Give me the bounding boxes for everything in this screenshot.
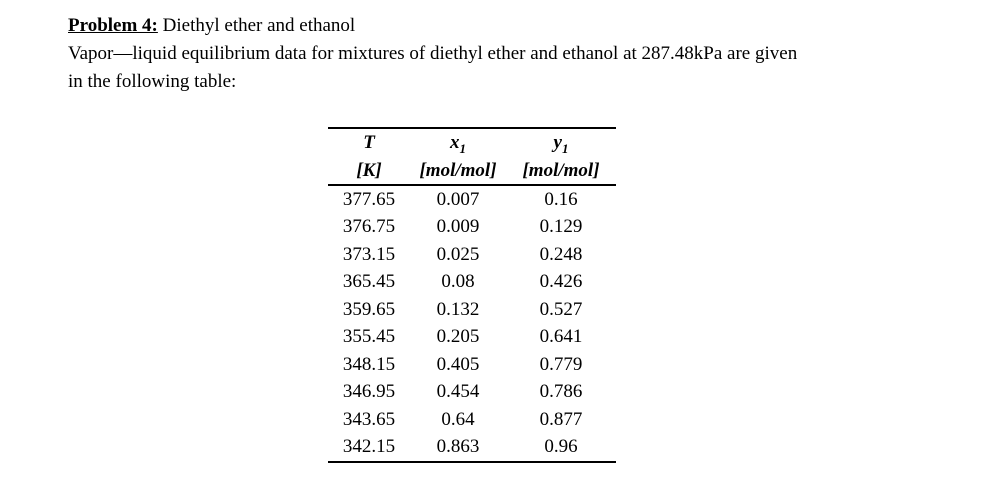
cell-y1: 0.129 xyxy=(539,216,583,238)
col-unit-x1: [mol/mol] xyxy=(410,157,506,186)
cell-x1: 0.205 xyxy=(436,326,480,348)
cell-y1: 0.641 xyxy=(539,326,583,348)
problem-heading-label: Problem 4: xyxy=(68,15,158,36)
cell-x1: 0.009 xyxy=(436,216,480,238)
problem-heading: Problem 4: Diethyl ether and ethanol xyxy=(68,12,928,40)
cell-T: 376.75 xyxy=(342,216,396,238)
cell-y1: 0.248 xyxy=(539,243,583,265)
intro-line-1: Vapor—liquid equilibrium data for mixtur… xyxy=(68,43,798,64)
table-row: 346.95 0.454 0.786 xyxy=(328,379,616,407)
header-symbol-row: T x1 y1 xyxy=(328,128,616,157)
cell-x1: 0.64 xyxy=(441,408,475,430)
table-row: 342.15 0.863 0.96 xyxy=(328,434,616,463)
cell-T: 359.65 xyxy=(342,298,396,320)
cell-x1: 0.405 xyxy=(436,353,480,375)
cell-x1: 0.454 xyxy=(436,381,480,403)
cell-y1: 0.527 xyxy=(539,298,583,320)
cell-T: 355.45 xyxy=(342,326,396,348)
cell-x1: 0.132 xyxy=(436,298,480,320)
cell-y1: 0.426 xyxy=(539,271,583,293)
problem-heading-title: Diethyl ether and ethanol xyxy=(162,15,356,36)
col-symbol-y: y xyxy=(553,132,562,153)
cell-T: 343.65 xyxy=(342,408,396,430)
cell-y1: 0.96 xyxy=(544,436,578,458)
cell-T: 348.15 xyxy=(342,353,396,375)
problem-text-block: Problem 4: Diethyl ether and ethanol Vap… xyxy=(68,12,928,96)
table-row: 376.75 0.009 0.129 xyxy=(328,214,616,242)
table-body: 377.65 0.007 0.16 376.75 0.009 0.129 373… xyxy=(328,185,616,462)
cell-T: 342.15 xyxy=(342,436,396,458)
cell-x1: 0.08 xyxy=(441,271,475,293)
col-sub-y: 1 xyxy=(561,140,569,156)
col-header-x1: x1 xyxy=(410,128,506,157)
table-row: 343.65 0.64 0.877 xyxy=(328,406,616,434)
table-row: 377.65 0.007 0.16 xyxy=(328,185,616,214)
cell-y1: 0.877 xyxy=(539,408,583,430)
col-symbol-T: T xyxy=(363,132,375,153)
cell-x1: 0.863 xyxy=(436,436,480,458)
col-unit-T: [K] xyxy=(328,157,410,186)
cell-x1: 0.007 xyxy=(436,188,480,210)
intro-line-2: in the following table: xyxy=(68,71,237,92)
col-header-T: T xyxy=(328,128,410,157)
table-row: 355.45 0.205 0.641 xyxy=(328,324,616,352)
table-row: 359.65 0.132 0.527 xyxy=(328,296,616,324)
table-row: 348.15 0.405 0.779 xyxy=(328,351,616,379)
cell-y1: 0.779 xyxy=(539,353,583,375)
col-sub-x: 1 xyxy=(459,140,467,156)
cell-T: 377.65 xyxy=(342,188,396,210)
col-unit-y1: [mol/mol] xyxy=(506,157,616,186)
header-unit-row: [K] [mol/mol] [mol/mol] xyxy=(328,157,616,186)
table-row: 373.15 0.025 0.248 xyxy=(328,241,616,269)
vle-data-table: T x1 y1 [K] [mol/mol] [mol/mol] 377.65 0… xyxy=(328,127,616,463)
col-symbol-x: x xyxy=(450,132,460,153)
table-row: 365.45 0.08 0.426 xyxy=(328,269,616,297)
cell-y1: 0.786 xyxy=(539,381,583,403)
cell-x1: 0.025 xyxy=(436,243,480,265)
cell-T: 373.15 xyxy=(342,243,396,265)
table-header: T x1 y1 [K] [mol/mol] [mol/mol] xyxy=(328,128,616,186)
cell-T: 365.45 xyxy=(342,271,396,293)
col-header-y1: y1 xyxy=(506,128,616,157)
cell-y1: 0.16 xyxy=(544,188,578,210)
cell-T: 346.95 xyxy=(342,381,396,403)
